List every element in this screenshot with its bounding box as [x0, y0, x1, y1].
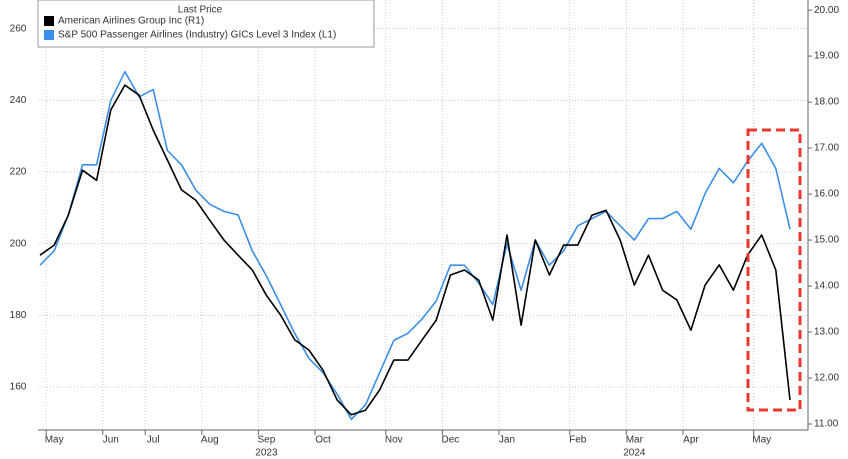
x-tick-label: Dec [441, 435, 459, 446]
x-tick-label: Jul [147, 435, 160, 446]
lines [39, 70, 791, 421]
series-line [39, 84, 791, 416]
y-tick-label: 220 [10, 167, 27, 178]
y2-tick-label: 15.00 [814, 235, 839, 246]
x-tick-label: Oct [315, 435, 331, 446]
legend-label: American Airlines Group Inc (R1) [58, 16, 204, 27]
y-tick-label: 180 [10, 310, 27, 321]
y2-tick-label: 11.00 [814, 419, 839, 430]
x-tick-label: Aug [201, 435, 219, 446]
x-tick-label: Apr [683, 435, 699, 446]
y2-tick-label: 20.00 [814, 5, 839, 16]
x-tick-label: Sep [258, 435, 276, 446]
x-tick-label: Jan [499, 435, 515, 446]
series-line [39, 70, 791, 421]
y-tick-label: 160 [10, 382, 27, 393]
y2-tick-label: 12.00 [814, 373, 839, 384]
legend-title: Last Price [178, 5, 223, 16]
grid [38, 0, 808, 430]
legend-swatch [44, 30, 54, 40]
legend-label: S&P 500 Passenger Airlines (Industry) GI… [58, 30, 336, 41]
y2-tick-label: 18.00 [814, 97, 839, 108]
y2-tick-label: 14.00 [814, 281, 839, 292]
x-tick-label: May [752, 435, 771, 446]
y2-tick-label: 17.00 [814, 143, 839, 154]
highlight-box [746, 128, 802, 412]
y-tick-label: 200 [10, 238, 27, 249]
y2-tick-label: 19.00 [814, 51, 839, 62]
x-tick-label: Jun [103, 435, 119, 446]
legend: Last Price American Airlines Group Inc (… [37, 0, 375, 48]
legend-swatch [44, 16, 54, 26]
year-label: 2024 [623, 448, 646, 459]
y-tick-label: 240 [10, 95, 27, 106]
year-label: 2023 [255, 448, 278, 459]
legend-box [37, 0, 375, 48]
x-tick-label: Mar [626, 435, 644, 446]
x-tick-label: May [45, 435, 64, 446]
y-tick-label: 260 [10, 23, 27, 34]
x-tick-label: Nov [385, 435, 403, 446]
x-tick-label: Feb [569, 435, 587, 446]
y2-tick-label: 16.00 [814, 189, 839, 200]
y2-tick-label: 13.00 [814, 327, 839, 338]
